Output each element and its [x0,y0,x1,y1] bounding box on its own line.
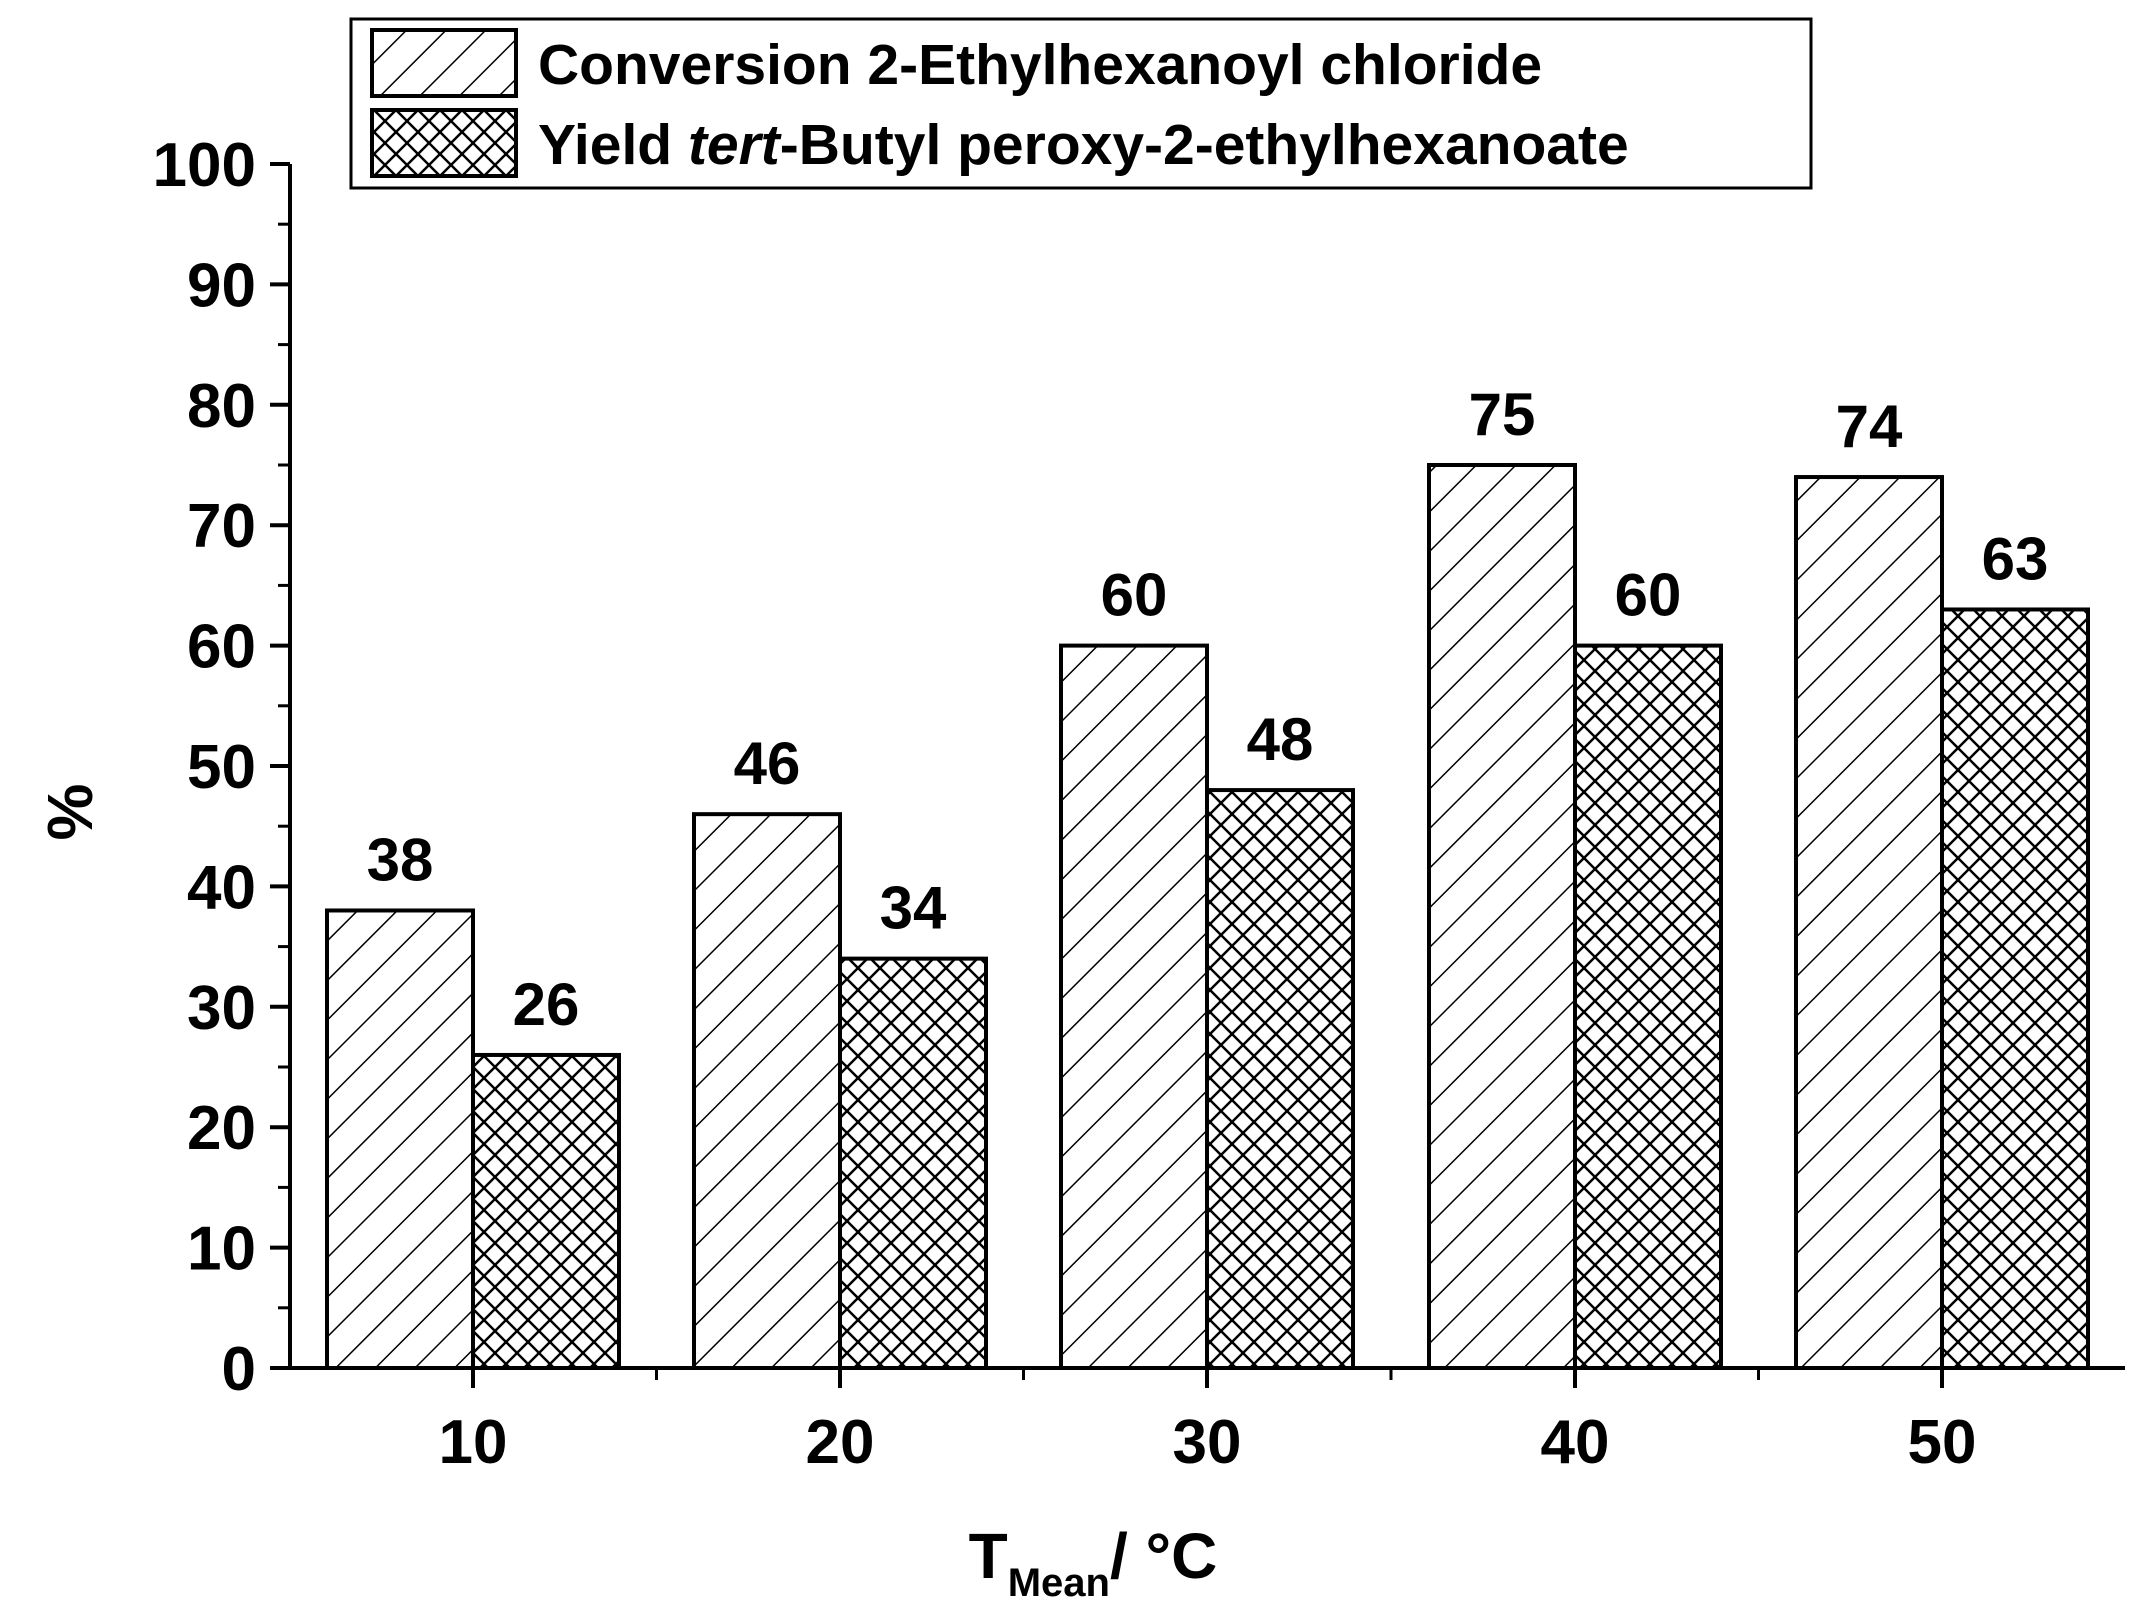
data-label-conversion-10: 38 [367,826,434,893]
legend-swatch-conversion [370,28,518,98]
y-tick-label-10: 10 [187,1215,256,1284]
bar-yield-20 [838,956,988,1370]
legend-label-conversion: Conversion 2-Ethylhexanoyl chloride [538,33,1542,97]
bar-conversion-10 [325,908,475,1370]
y-tick-label-80: 80 [187,372,256,441]
data-label-yield-20: 34 [880,875,947,942]
data-label-conversion-40: 75 [1469,381,1536,448]
y-tick-label-100: 100 [153,131,256,200]
data-label-yield-40: 60 [1615,562,1682,629]
bar-conversion-50 [1794,475,1944,1371]
data-labels-layer: 38 46 60 75 74 26 34 48 60 63 [367,381,2049,1038]
y-tick-label-0: 0 [222,1335,256,1404]
axes-layer: 0 10 20 30 40 50 60 70 80 90 100 10 20 30 40 50 [153,131,2125,1477]
bar-yield-50 [1940,607,2090,1370]
y-tick-label-30: 30 [187,974,256,1043]
y-tick-label-90: 90 [187,251,256,320]
x-tick-label-10: 10 [439,1408,508,1477]
bar-conversion-30 [1059,643,1209,1370]
x-tick-label-30: 30 [1173,1408,1242,1477]
legend-swatch-yield [370,108,518,178]
bar-conversion-20 [692,812,842,1370]
data-label-conversion-20: 46 [734,730,801,797]
legend: Conversion 2-Ethylhexanoyl chloride Yiel… [349,17,1813,190]
bar-conversion-40 [1427,463,1577,1370]
y-tick-label-20: 20 [187,1094,256,1163]
data-label-conversion-50: 74 [1836,393,1903,460]
y-tick-label-50: 50 [187,733,256,802]
data-label-yield-10: 26 [513,971,580,1038]
x-tick-label-20: 20 [806,1408,875,1477]
bar-yield-10 [471,1052,621,1370]
y-axis-title: % [34,784,106,841]
legend-label-yield: Yield tert-Butyl peroxy-2-ethylhexanoate [538,113,1629,177]
x-tick-label-50: 50 [1908,1408,1977,1477]
x-axis-title: TMean/ °C [969,1520,1218,1605]
legend-box [349,17,1813,190]
x-tick-label-40: 40 [1541,1408,1610,1477]
data-label-yield-30: 48 [1247,706,1314,773]
data-label-yield-50: 63 [1982,525,2049,592]
y-tick-label-40: 40 [187,853,256,922]
y-tick-label-70: 70 [187,492,256,561]
data-label-conversion-30: 60 [1101,562,1168,629]
bar-yield-40 [1573,643,1723,1370]
bar-yield-30 [1205,788,1355,1370]
bars-layer [325,463,2090,1371]
y-tick-label-60: 60 [187,613,256,682]
